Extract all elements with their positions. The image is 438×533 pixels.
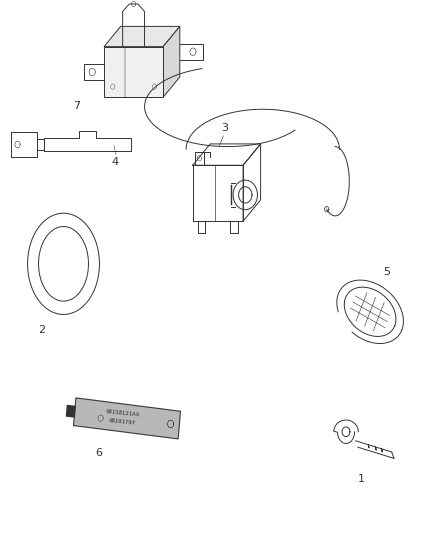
Polygon shape	[74, 398, 180, 439]
Text: 6: 6	[95, 448, 102, 458]
Text: 7: 7	[73, 101, 80, 111]
Text: 1: 1	[358, 474, 365, 484]
Text: 3: 3	[221, 123, 228, 133]
Polygon shape	[104, 26, 180, 47]
Text: 4: 4	[112, 157, 119, 167]
Text: 68161797: 68161797	[109, 418, 136, 426]
Polygon shape	[163, 26, 180, 97]
Text: 2: 2	[38, 325, 45, 335]
Polygon shape	[67, 406, 75, 417]
Text: 68158121AA: 68158121AA	[106, 409, 141, 418]
Polygon shape	[104, 47, 163, 97]
Text: 5: 5	[383, 267, 390, 277]
